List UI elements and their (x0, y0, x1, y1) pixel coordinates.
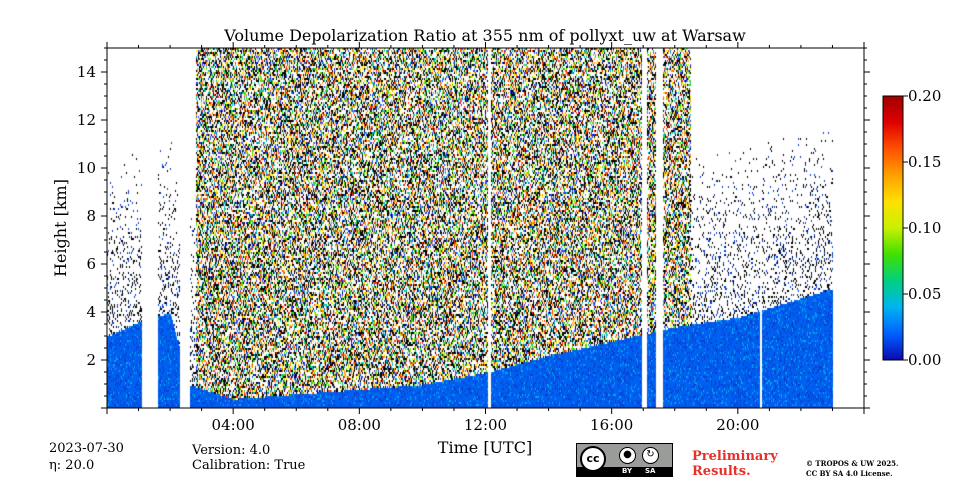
copyright-line1: © TROPOS & UW 2025. (806, 459, 899, 468)
y-tick-label: 14 (77, 63, 96, 81)
eta-label: η: 20.0 (49, 458, 95, 473)
colorbar-tick-label: 0.00 (908, 351, 941, 369)
colorbar-tick-label: 0.10 (908, 219, 941, 237)
plot-area: 04:00 08:00 12:00 16:00 20:00 2 4 6 8 10 12 14 (77, 42, 870, 434)
x-tick-label: 04:00 (212, 416, 255, 434)
cc-sa-label: SA (645, 467, 656, 475)
calibration-label: Calibration: True (192, 458, 306, 473)
copyright-note: © TROPOS & UW 2025. CC BY SA 4.0 License… (806, 459, 899, 479)
cc-by-label: BY (622, 467, 633, 475)
y-tick-label: 4 (86, 303, 96, 321)
preliminary-note: Preliminary Results. (692, 449, 778, 479)
depolarization-field (107, 48, 864, 408)
x-tick-label: 12:00 (464, 416, 507, 434)
y-tick-label: 2 (86, 351, 96, 369)
copyright-line2: CC BY SA 4.0 License. (806, 469, 893, 478)
preliminary-line2: Results. (692, 464, 751, 479)
chart-title: Volume Depolarization Ratio at 355 nm of… (223, 26, 746, 45)
y-axis-label: Height [km] (51, 179, 70, 277)
colorbar-gradient (882, 95, 904, 361)
person-icon: ● (619, 447, 636, 464)
cc-badge-bar (577, 467, 672, 476)
x-tick-label: 16:00 (590, 416, 633, 434)
version-label: Version: 4.0 (192, 443, 271, 458)
preliminary-line1: Preliminary (692, 449, 778, 464)
y-tick-label: 6 (86, 255, 96, 273)
colorbar-tick-label: 0.20 (908, 87, 941, 105)
colorbar-tick-label: 0.15 (908, 153, 941, 171)
y-tick-label: 10 (77, 159, 96, 177)
y-tick-label: 8 (86, 207, 96, 225)
share-alike-icon: ↻ (642, 447, 659, 464)
x-axis-label: Time [UTC] (438, 438, 532, 457)
x-tick-label: 20:00 (716, 416, 759, 434)
y-tick-label: 12 (77, 111, 96, 129)
colorbar-tick-label: 0.05 (908, 285, 941, 303)
colorbar: 0.00 0.05 0.10 0.15 0.20 (882, 87, 941, 369)
cc-logo-icon: cc (580, 446, 606, 472)
x-tick-label: 08:00 (338, 416, 381, 434)
date-label: 2023-07-30 (49, 441, 124, 456)
cc-license-badge: cc ● ↻ BY SA (576, 443, 673, 477)
